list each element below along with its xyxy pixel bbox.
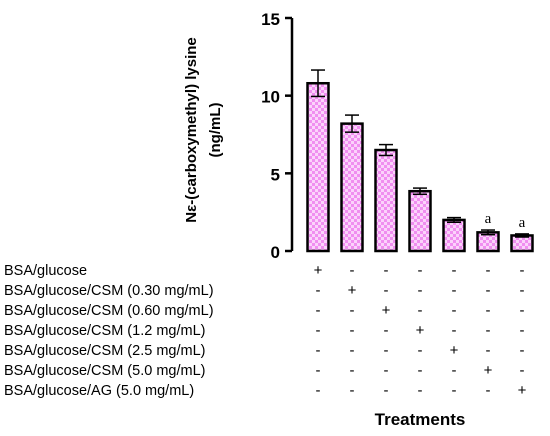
treatment-label: BSA/glucose/CSM (0.60 mg/mL) [4,303,214,319]
minus-sign: - [452,302,457,319]
treatment-label: BSA/glucose/CSM (5.0 mg/mL) [4,363,205,379]
minus-sign: - [350,302,355,319]
plus-sign: + [450,342,459,359]
minus-sign: - [486,262,491,279]
minus-sign: - [520,262,525,279]
treatment-label: BSA/glucose/AG (5.0 mg/mL) [4,383,194,399]
minus-sign: - [418,302,423,319]
minus-sign: - [384,362,389,379]
y-tick-label: 0 [271,243,280,262]
y-tick-label: 15 [261,10,280,29]
minus-sign: - [384,342,389,359]
bar [408,189,432,253]
minus-sign: - [384,382,389,399]
minus-sign: - [384,322,389,339]
minus-sign: - [418,282,423,299]
bar [306,81,330,253]
minus-sign: - [452,282,457,299]
treatment-label: BSA/glucose/CSM (2.5 mg/mL) [4,343,205,359]
x-axis-label: Treatments [375,410,466,429]
minus-sign: - [418,382,423,399]
minus-sign: - [418,262,423,279]
minus-sign: - [316,382,321,399]
bar [340,122,364,253]
minus-sign: - [452,382,457,399]
minus-sign: - [486,282,491,299]
minus-sign: - [486,322,491,339]
minus-sign: - [350,362,355,379]
plus-sign: + [314,262,323,279]
plus-sign: + [518,382,527,399]
minus-sign: - [452,362,457,379]
y-axis-label-line1: Nε-(carboxymethyl) lysine [183,37,200,223]
plus-sign: + [382,302,391,319]
y-axis-label-line2: (ng/mL) [207,103,224,158]
minus-sign: - [418,362,423,379]
minus-sign: - [486,382,491,399]
minus-sign: - [316,322,321,339]
minus-sign: - [452,322,457,339]
minus-sign: - [316,342,321,359]
bar [442,218,466,253]
treatment-label: BSA/glucose/CSM (0.30 mg/mL) [4,283,214,299]
minus-sign: - [452,262,457,279]
minus-sign: - [384,282,389,299]
bar [510,234,534,253]
minus-sign: - [520,342,525,359]
treatment-label: BSA/glucose [4,263,87,279]
minus-sign: - [350,262,355,279]
minus-sign: - [520,282,525,299]
minus-sign: - [350,322,355,339]
minus-sign: - [520,302,525,319]
significance-annotation: a [519,215,526,231]
plus-sign: + [416,322,425,339]
minus-sign: - [316,282,321,299]
treatment-label: BSA/glucose/CSM (1.2 mg/mL) [4,323,205,339]
minus-sign: - [316,302,321,319]
minus-sign: - [486,302,491,319]
bar [374,148,398,253]
minus-sign: - [350,382,355,399]
minus-sign: - [316,362,321,379]
minus-sign: - [418,342,423,359]
minus-sign: - [350,342,355,359]
plus-sign: + [348,282,357,299]
significance-annotation: a [485,211,492,227]
y-tick-label: 5 [271,165,280,184]
minus-sign: - [384,262,389,279]
minus-sign: - [520,362,525,379]
y-tick-label: 10 [261,88,280,107]
minus-sign: - [486,342,491,359]
minus-sign: - [520,322,525,339]
plus-sign: + [484,362,493,379]
